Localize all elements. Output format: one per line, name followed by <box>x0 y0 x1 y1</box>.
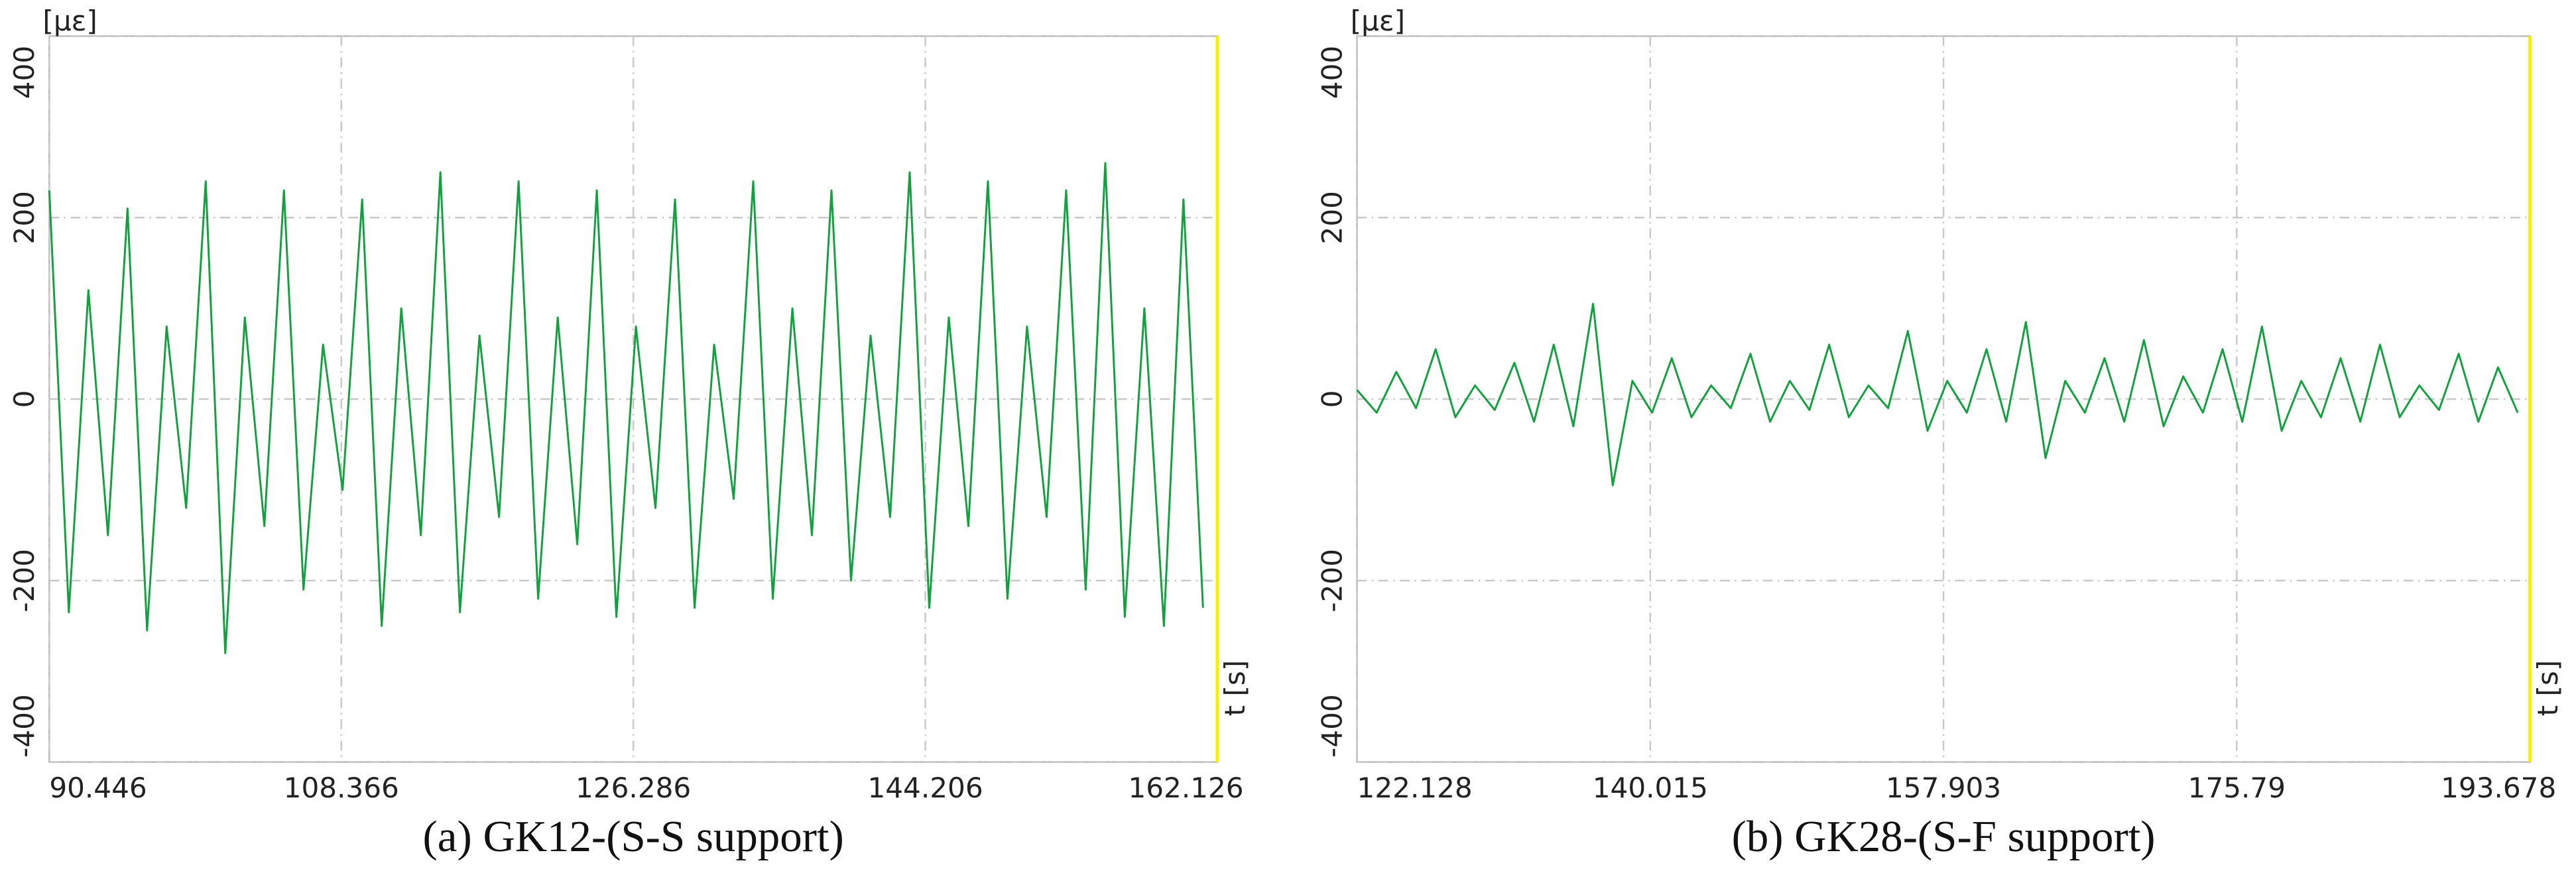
x-tick-label: 122.128 <box>1357 772 1473 804</box>
y-tick-label: -200 <box>8 549 40 613</box>
x-tick-label: 140.015 <box>1593 772 1708 804</box>
x-tick-label: 193.678 <box>2441 772 2556 804</box>
x-tick-label: 108.366 <box>284 772 399 804</box>
x-tick-label: 157.903 <box>1886 772 2001 804</box>
y-tick-label: -200 <box>1316 549 1348 613</box>
y-unit-label: [με] <box>42 5 97 37</box>
y-tick-label: -400 <box>8 694 40 758</box>
signal-line <box>1356 302 2519 487</box>
y-tick-label: 200 <box>8 191 40 244</box>
x-tick-label: 126.286 <box>576 772 691 804</box>
x-unit-label: t [s] <box>1219 660 1251 717</box>
x-tick-label: 90.446 <box>49 772 147 804</box>
y-tick-label: 200 <box>1316 191 1348 244</box>
y-unit-label: [με] <box>1351 5 1405 37</box>
caption: (a) GK12-(S-S support) <box>423 812 844 861</box>
y-tick-label: 400 <box>8 46 40 99</box>
x-tick-label: 162.126 <box>1128 772 1243 804</box>
panel: -400 -200 0 200 400 90.446 108.366 126.286 144.2… <box>8 5 1251 861</box>
y-tick-label: 0 <box>8 390 40 408</box>
x-tick-label: 144.206 <box>867 772 983 804</box>
y-tick-label: 0 <box>1316 390 1348 408</box>
x-unit-label: t [s] <box>2532 660 2564 717</box>
y-tick-label: -400 <box>1316 694 1348 758</box>
x-tick-label: 175.79 <box>2188 772 2286 804</box>
signal-line <box>48 162 1204 654</box>
y-tick-label: 400 <box>1316 46 1348 99</box>
caption: (b) GK28-(S-F support) <box>1732 812 2156 861</box>
panel: -400 -200 0 200 400 122.128 140.015 157.903 175.… <box>1316 5 2563 861</box>
